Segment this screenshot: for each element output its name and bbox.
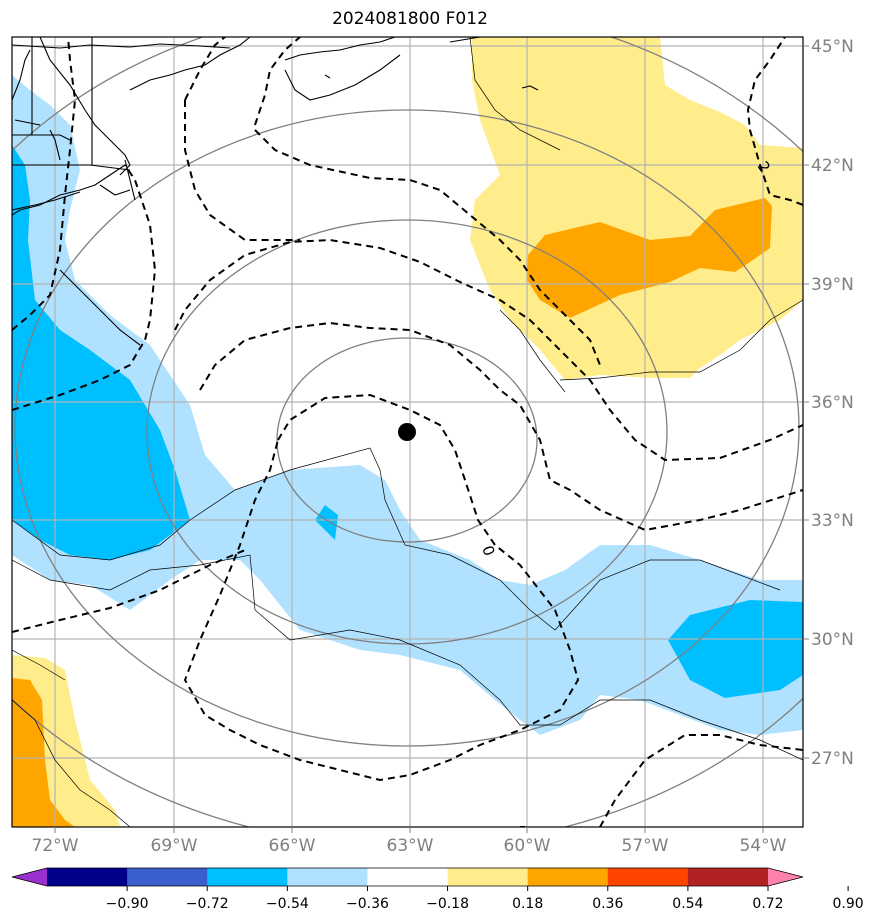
storm-center-marker (398, 423, 416, 441)
map-frame (11, 36, 804, 828)
coastlines (12, 37, 539, 346)
shade-orange-sw (12, 678, 75, 827)
lon-label-63w: 63°W (387, 836, 434, 856)
colorbar-tick-label: −0.54 (266, 896, 309, 912)
colorbar-tick-label: −0.18 (426, 896, 469, 912)
lat-label-33n: 33°N (811, 511, 854, 531)
lat-label-45n: 45°N (811, 37, 854, 57)
lon-label-72w: 72°W (32, 836, 79, 856)
map-title: 2024081800 F012 (332, 9, 488, 29)
contour-label-zero: 0 (478, 543, 498, 558)
colorbar-tick-label: 0.54 (672, 896, 703, 912)
colorbar-segment (47, 868, 128, 886)
range-rings (12, 37, 803, 827)
shade-blue-patch (315, 505, 338, 540)
colorbar-ticks: −0.90 −0.72 −0.54 −0.36 −0.18 0.18 0.36 0.54 0.7… (106, 886, 864, 912)
lon-label-54w: 54°W (740, 836, 787, 856)
colorbar-tick-label: 0.18 (512, 896, 543, 912)
colorbar-segment (687, 868, 769, 886)
lat-labels: 45°N 42°N 39°N 36°N 33°N 30°N 27°N (803, 37, 854, 769)
colorbar-tick-label: 0.90 (833, 896, 864, 912)
lat-label-27n: 27°N (811, 749, 854, 769)
lon-label-66w: 66°W (269, 836, 316, 856)
colorbar-extend-low (12, 868, 47, 886)
colorbar-tick-label: −0.36 (346, 896, 389, 912)
lon-labels: 72°W 69°W 66°W 63°W 60°W 57°W 54°W (32, 827, 787, 856)
colorbar-tick-label: 0.72 (752, 896, 783, 912)
map-area: 0 2 (12, 37, 803, 827)
colorbar-segments (12, 868, 803, 886)
lon-label-57w: 57°W (622, 836, 669, 856)
colorbar-segment (207, 868, 288, 886)
shade-orange-ne (527, 198, 772, 318)
colorbar-segment (447, 868, 529, 886)
shade-blue-west (12, 145, 190, 560)
colorbar-tick-label: −0.90 (106, 896, 149, 912)
lat-label-36n: 36°N (811, 393, 854, 413)
lon-label-69w: 69°W (151, 836, 198, 856)
colorbar-tick-label: −0.72 (186, 896, 229, 912)
lat-label-30n: 30°N (811, 630, 854, 650)
graticule (12, 37, 803, 827)
colorbar-extend-high (768, 868, 803, 886)
colorbar-segment (367, 868, 449, 886)
colorbar-outline (11, 867, 804, 887)
colorbar-segment (527, 868, 609, 886)
shade-blue-east (668, 600, 803, 698)
colorbar-segment (127, 868, 208, 886)
lon-label-60w: 60°W (504, 836, 551, 856)
dashed-contours (12, 37, 803, 827)
lat-label-42n: 42°N (811, 156, 854, 176)
anomaly-outlines (12, 37, 803, 827)
colorbar-tick-label: 0.36 (592, 896, 623, 912)
colorbar: −0.90 −0.72 −0.54 −0.36 −0.18 0.18 0.36 0.54 0.7… (11, 867, 864, 912)
colorbar-segment (607, 868, 689, 886)
lat-label-39n: 39°N (811, 275, 854, 295)
colorbar-segment (287, 868, 368, 886)
